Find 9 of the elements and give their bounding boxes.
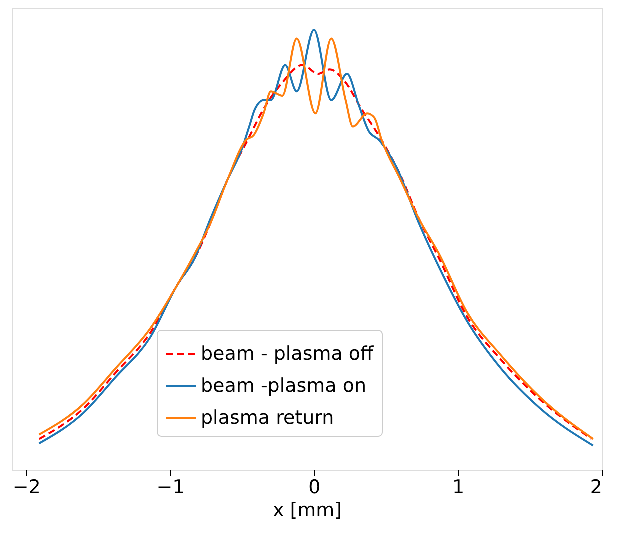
x-tick-label: 1 — [452, 476, 465, 498]
x-tick-label: −1 — [156, 476, 185, 498]
x-axis-title: x [mm] — [272, 500, 342, 522]
legend-label: plasma return — [201, 407, 334, 429]
legend-label: beam -plasma on — [201, 375, 367, 397]
x-tick-label: −2 — [12, 476, 41, 498]
x-tick-label: 2 — [590, 476, 602, 498]
x-tick-label: 0 — [308, 476, 321, 498]
legend-label: beam - plasma off — [201, 343, 375, 365]
